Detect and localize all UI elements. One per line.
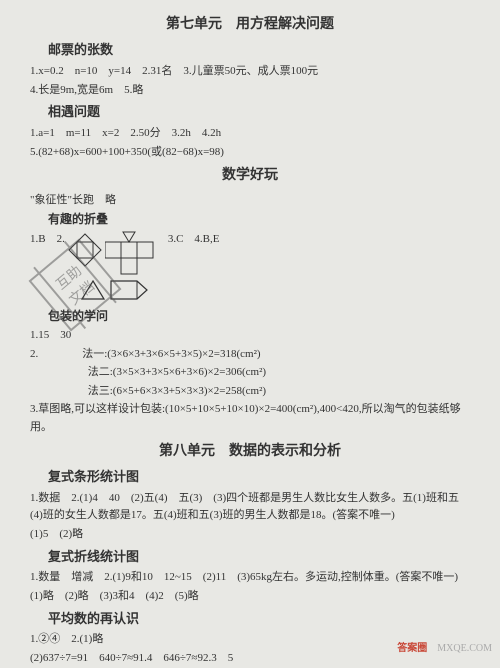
pkg-line1: 1.15 30 [30,327,470,345]
run-line: "象征性"长跑 略 [30,192,470,210]
stamps-line2: 4.长是9m,宽是6m 5.略 [30,82,470,100]
pkg-line5: 3.草图略,可以这样设计包装:(10×5+10×5+10×10)×2=400(c… [30,401,470,436]
linechart-line1: 1.数量 增减 2.(1)9和10 12~15 (2)11 (3)65kg左右。… [30,569,470,587]
fold-right-text: 3.C 4.B,E [168,231,220,249]
watermark-label: 答案圈 [397,641,427,657]
fold-header: 有趣的折叠 [30,210,470,229]
stamps-header: 邮票的张数 [30,40,470,61]
unit7-title: 第七单元 用方程解决问题 [30,14,470,36]
bar-header: 复式条形统计图 [30,467,470,488]
stamps-line1: 1.x=0.2 n=10 y=14 2.31名 3.儿童票50元、成人票100元 [30,63,470,81]
pentagon-icon [109,279,149,307]
pkg-line3: 法二:(3×5×3+3×5×6+3×6)×2=306(cm²) [30,364,470,382]
meeting-line2: 5.(82+68)x=600+100+350(或(82−68)x=98) [30,144,470,162]
bar-line2: (1)5 (2)略 [30,526,470,544]
fold-left-text: 1.B 2. [30,231,65,249]
package-header: 包装的学问 [30,307,470,326]
watermark-url: MXQE.COM [437,641,492,657]
linechart-header: 复式折线统计图 [30,547,470,568]
pkg-line2: 2. 法一:(3×6×3+3×6×5+3×5)×2=318(cm²) [30,346,470,364]
fold-diagram-prism [105,230,160,281]
bar-line1: 1.数据 2.(1)4 40 (2)五(4) 五(3) (3)四个班都是男生人数… [30,490,470,525]
meeting-line1: 1.a=1 m=11 x=2 2.50分 3.2h 4.2h [30,125,470,143]
avg-header: 平均数的再认识 [30,609,470,630]
unit8-title: 第八单元 数据的表示和分析 [30,441,470,463]
pkg-line4: 法三:(6×5+6×3×3+5×3×3)×2=258(cm²) [30,383,470,401]
linechart-line2: (1)略 (2)略 (3)3和4 (4)2 (5)略 [30,588,470,606]
watermark-bottom: 答案圈 MXQE.COM [397,641,492,657]
fold-diagram-star [65,230,105,276]
meeting-header: 相遇问题 [30,102,470,123]
fold-row: 1.B 2. 3.C 4.B,E [30,230,470,281]
shape-row [80,279,470,307]
fun-title: 数学好玩 [30,165,470,187]
triangle-icon [80,279,106,307]
